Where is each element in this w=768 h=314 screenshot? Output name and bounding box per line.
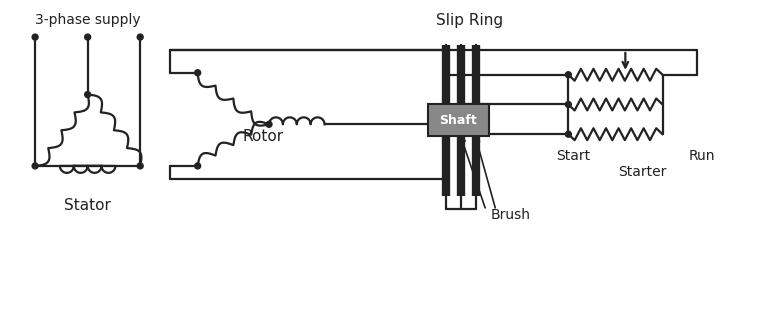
Circle shape <box>195 163 200 169</box>
Circle shape <box>137 163 143 169</box>
Text: Run: Run <box>689 149 716 163</box>
Circle shape <box>84 34 91 40</box>
Text: Shaft: Shaft <box>439 114 477 127</box>
Circle shape <box>137 34 143 40</box>
Circle shape <box>195 70 200 76</box>
Circle shape <box>84 92 91 98</box>
Text: Slip Ring: Slip Ring <box>435 13 503 28</box>
Text: Brush: Brush <box>491 208 531 223</box>
Circle shape <box>565 131 571 137</box>
Text: Rotor: Rotor <box>243 129 283 144</box>
Text: Start: Start <box>556 149 591 163</box>
Circle shape <box>266 121 272 127</box>
Circle shape <box>565 101 571 107</box>
Text: Starter: Starter <box>618 165 667 179</box>
Text: 3-phase supply: 3-phase supply <box>35 13 141 27</box>
FancyBboxPatch shape <box>428 105 489 136</box>
Circle shape <box>32 163 38 169</box>
Circle shape <box>565 72 571 78</box>
Text: Stator: Stator <box>65 198 111 213</box>
Circle shape <box>32 34 38 40</box>
